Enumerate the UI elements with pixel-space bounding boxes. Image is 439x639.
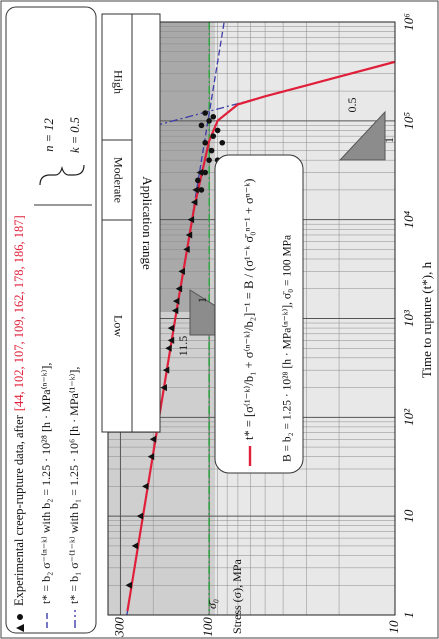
data-point [206,118,212,124]
data-point [178,267,185,275]
legend-param: k = 0.5 [68,117,82,153]
application-header [101,13,161,433]
data-point [202,169,208,176]
slope-rise: 11.5 [176,336,190,357]
reference-label: σ̄₀ [205,599,219,609]
data-point [160,384,167,392]
x-axis-title: Time to rupture (t*), h [419,261,434,378]
slope-rise: 0.5 [345,98,359,113]
band-label: Low [111,315,125,337]
formula-main: t* = [σ⁽¹⁻ᵏ⁾/b₁ + σ⁽ⁿ⁻ᵏ⁾/b₂]⁻¹ = B / (σ¹… [242,179,256,440]
band-label: High [111,70,125,94]
application-range-title: Application range [140,176,155,270]
data-point [196,169,203,177]
y-tick-label: 100 [200,617,215,637]
data-point [175,285,183,293]
data-point [136,512,144,520]
slope-run: 1 [382,137,396,143]
data-point [202,139,208,146]
data-point [131,542,139,550]
x-tick-label: 10⁶ [401,13,416,31]
legend-marker [17,614,23,620]
legend-entry: t* = b₂ σ⁻⁽ⁿ⁻ᵏ⁾ with b₂ = 1.25 · 10²⁸ [h… [39,363,53,604]
data-point [206,157,212,163]
x-tick-label: 10² [401,408,416,426]
legend-entry: Experimental creep-rupture data, after [4… [12,215,26,606]
data-point [141,482,149,490]
legend-entry: t* = b₁ σ⁻⁽¹⁻ᵏ⁾ with b₁ = 1.25 · 10⁶ [h … [67,367,81,604]
data-point [165,344,172,352]
legend-refs: [44, 102, 107, 109, 162, 178, 186, 187] [12,215,26,411]
data-point [162,366,170,374]
data-point [172,297,180,305]
band-label: Moderate [111,157,125,203]
data-point [149,435,157,443]
x-tick-label: 10⁴ [401,210,416,228]
legend-param: n = 12 [42,118,56,151]
data-point [208,147,215,154]
data-point [147,453,155,461]
data-point [167,336,175,344]
data-point [190,198,198,206]
x-tick-label: 1 [401,612,416,619]
data-point [195,177,201,184]
formula-box [214,154,304,474]
data-point [219,139,226,146]
legend-marker [16,624,24,632]
series-line [126,60,395,612]
data-point [125,581,132,589]
slope-triangle [338,110,386,161]
x-tick-label: 10 [401,509,416,523]
data-point [183,245,190,253]
y-tick-label: 10 [386,620,401,634]
legend-brace [39,164,85,186]
y-axis-title: Stress (σ), MPa [230,559,244,634]
x-tick-label: 10⁵ [401,112,416,130]
data-point [167,324,175,332]
data-point [202,110,208,116]
x-tick-label: 10³ [401,309,416,327]
data-point [198,122,205,129]
data-point [185,231,193,239]
data-point [198,187,205,193]
data-point [192,186,199,194]
legend-box [5,6,97,634]
data-point [210,113,217,120]
data-point [171,307,179,315]
formula-constants: B = b₂ = 1.25 · 10²⁸ [h · MPa⁽ⁿ⁻ᵏ⁾], σ̄₀… [281,235,294,462]
legend-text: Experimental creep-rupture data, after [12,414,26,606]
data-point [210,133,217,139]
data-point [187,216,195,224]
y-tick-label: 300 [111,617,126,638]
slope-run: 1 [195,297,209,303]
data-point [214,127,221,134]
